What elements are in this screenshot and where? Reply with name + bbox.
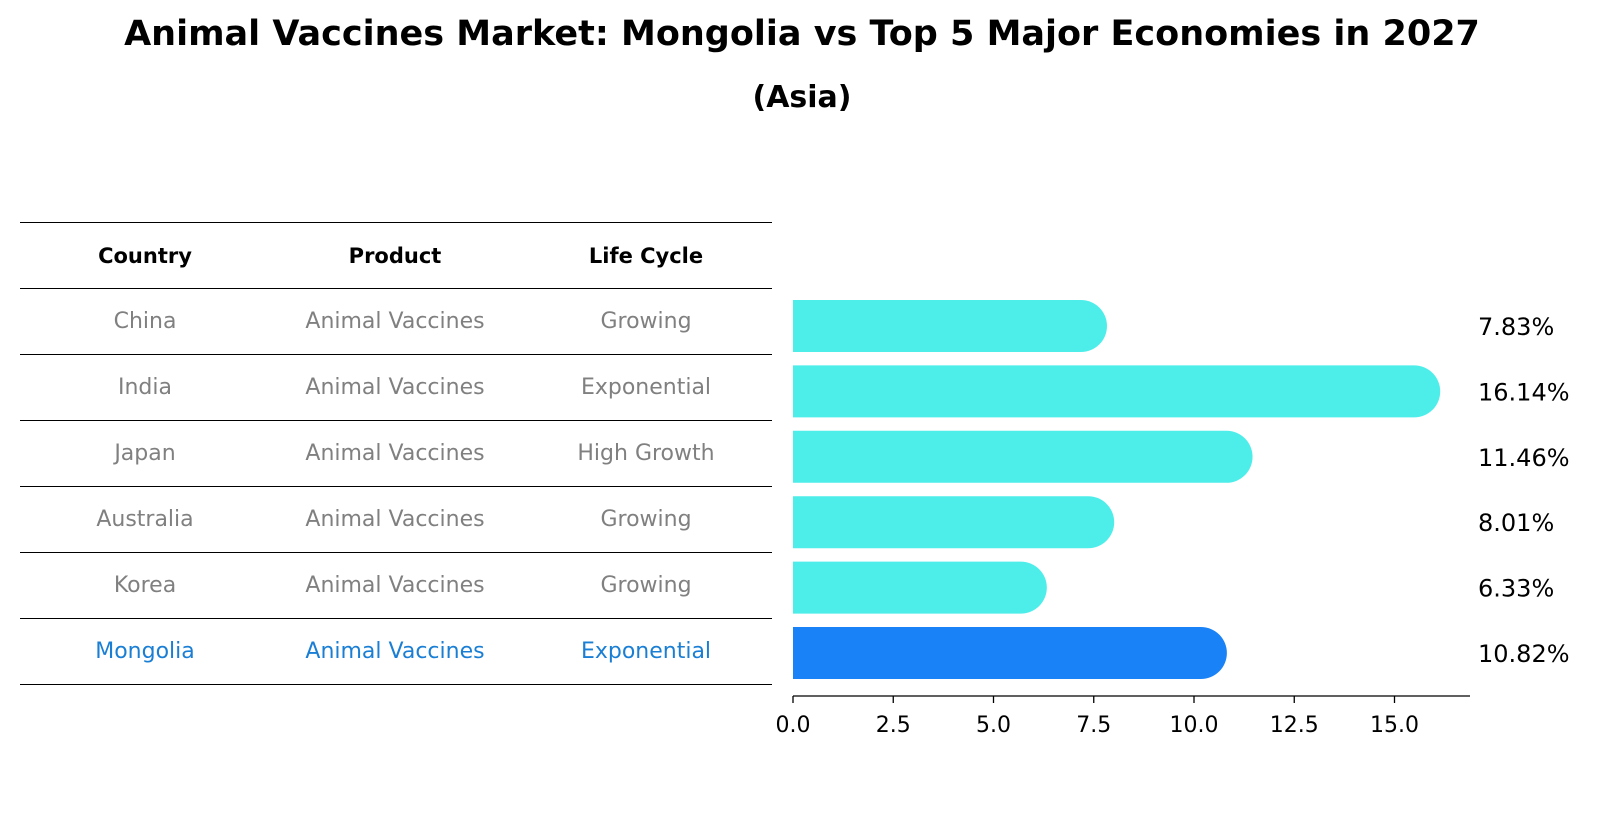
cell-product: Animal Vaccines xyxy=(305,507,485,532)
cell-life-cycle: Growing xyxy=(600,573,692,598)
x-tick-label: 2.5 xyxy=(876,713,911,738)
table-row-highlight: Mongolia Animal Vaccines Exponential xyxy=(20,618,772,685)
cell-product: Animal Vaccines xyxy=(305,375,485,400)
cell-life-cycle: Growing xyxy=(600,507,692,532)
x-tick-label: 12.5 xyxy=(1270,713,1319,738)
header-product: Product xyxy=(348,243,442,268)
header-country: Country xyxy=(98,243,192,268)
x-tick-label: 7.5 xyxy=(1076,713,1111,738)
bar-value-label: 16.14% xyxy=(1478,378,1570,406)
cell-country: Mongolia xyxy=(95,639,195,664)
bar xyxy=(793,561,1047,614)
cell-country: India xyxy=(118,375,172,400)
x-tick-label: 15.0 xyxy=(1370,713,1419,738)
bar-value-label: 7.83% xyxy=(1478,313,1554,341)
chart-subtitle: (Asia) xyxy=(752,80,852,115)
bar-value-label: 11.46% xyxy=(1478,444,1570,472)
chart-title: Animal Vaccines Market: Mongolia vs Top … xyxy=(124,14,1480,54)
bar-value-label: 10.82% xyxy=(1478,640,1570,668)
cell-country: Korea xyxy=(113,573,177,598)
table-header-row: Country Product Life Cycle xyxy=(20,222,772,288)
bar-highlight xyxy=(793,627,1227,679)
data-table: Country Product Life Cycle China Animal … xyxy=(20,222,772,685)
cell-product: Animal Vaccines xyxy=(305,441,485,466)
cell-life-cycle: Exponential xyxy=(580,639,712,664)
cell-country: Japan xyxy=(114,441,176,466)
table-row: Japan Animal Vaccines High Growth xyxy=(20,420,772,486)
cell-life-cycle: High Growth xyxy=(577,441,715,466)
cell-country: China xyxy=(113,309,177,334)
bar-value-label: 6.33% xyxy=(1478,575,1554,603)
cell-life-cycle: Growing xyxy=(600,309,692,334)
cell-product: Animal Vaccines xyxy=(305,639,485,664)
x-tick-label: 0.0 xyxy=(776,713,811,738)
table-row: India Animal Vaccines Exponential xyxy=(20,354,772,420)
bar xyxy=(793,430,1253,483)
x-tick-label: 5.0 xyxy=(976,713,1011,738)
table-row: Korea Animal Vaccines Growing xyxy=(20,552,772,618)
table-row: China Animal Vaccines Growing xyxy=(20,288,772,354)
bar xyxy=(793,300,1107,352)
cell-product: Animal Vaccines xyxy=(305,309,485,334)
bar-value-label: 8.01% xyxy=(1478,509,1554,537)
x-tick-label: 10.0 xyxy=(1170,713,1219,738)
cell-life-cycle: Exponential xyxy=(580,375,712,400)
cell-product: Animal Vaccines xyxy=(305,573,485,598)
bar xyxy=(793,496,1115,549)
header-life-cycle: Life Cycle xyxy=(588,243,704,268)
table-row: Australia Animal Vaccines Growing xyxy=(20,486,772,552)
cell-country: Australia xyxy=(96,507,194,532)
bar xyxy=(793,365,1441,418)
